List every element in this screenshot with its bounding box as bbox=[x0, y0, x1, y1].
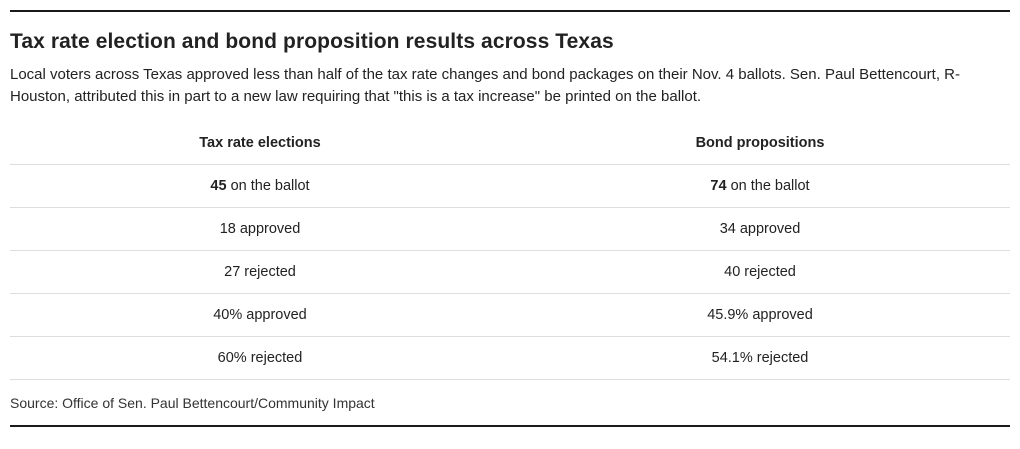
cell-tax-pct-approved: 40% approved bbox=[10, 293, 510, 337]
cell-bond-approved: 34 approved bbox=[510, 207, 1010, 251]
cell-tax-approved: 18 approved bbox=[10, 207, 510, 251]
source-attribution: Source: Office of Sen. Paul Bettencourt/… bbox=[10, 394, 375, 411]
cell-tax-pct-rejected: 60% rejected bbox=[10, 336, 510, 380]
cell-value-strong: 45 bbox=[210, 177, 227, 194]
cell-value-text: 45.9% approved bbox=[707, 306, 813, 323]
results-table: Tax rate elections Bond propositions 45 … bbox=[10, 121, 1010, 380]
cell-bond-pct-rejected: 54.1% rejected bbox=[510, 336, 1010, 380]
table-row: 27 rejected 40 rejected bbox=[10, 250, 1010, 294]
top-rule bbox=[10, 10, 1010, 12]
cell-value-text: 54.1% rejected bbox=[711, 349, 809, 366]
subtitle-text: Local voters across Texas approved less … bbox=[10, 66, 961, 105]
cell-value-text: 40% approved bbox=[213, 306, 307, 323]
table-row: 60% rejected 54.1% rejected bbox=[10, 336, 1010, 380]
cell-bond-on-ballot: 74 on the ballot bbox=[510, 164, 1010, 208]
cell-value-text: on the ballot bbox=[226, 177, 310, 194]
column-header-bond-propositions: Bond propositions bbox=[510, 121, 1010, 165]
column-header-tax-rate-elections: Tax rate elections bbox=[10, 121, 510, 165]
table-row: 40% approved 45.9% approved bbox=[10, 293, 1010, 337]
cell-value-text: 27 rejected bbox=[224, 263, 296, 280]
cell-value-text: on the ballot bbox=[726, 177, 810, 194]
bottom-rule bbox=[10, 424, 1010, 427]
table-header-row: Tax rate elections Bond propositions bbox=[10, 121, 1010, 165]
table-row: 18 approved 34 approved bbox=[10, 207, 1010, 251]
cell-value-text: 34 approved bbox=[719, 220, 801, 237]
cell-bond-pct-approved: 45.9% approved bbox=[510, 293, 1010, 337]
cell-value-strong: 74 bbox=[710, 177, 727, 194]
cell-value-text: 60% rejected bbox=[217, 349, 303, 366]
page-title: Tax rate election and bond proposition r… bbox=[10, 30, 614, 53]
table-row: 45 on the ballot 74 on the ballot bbox=[10, 164, 1010, 208]
cell-tax-rejected: 27 rejected bbox=[10, 250, 510, 294]
cell-value-text: 40 rejected bbox=[724, 263, 796, 280]
cell-bond-rejected: 40 rejected bbox=[510, 250, 1010, 294]
cell-value-text: 18 approved bbox=[219, 220, 301, 237]
cell-tax-on-ballot: 45 on the ballot bbox=[10, 164, 510, 208]
